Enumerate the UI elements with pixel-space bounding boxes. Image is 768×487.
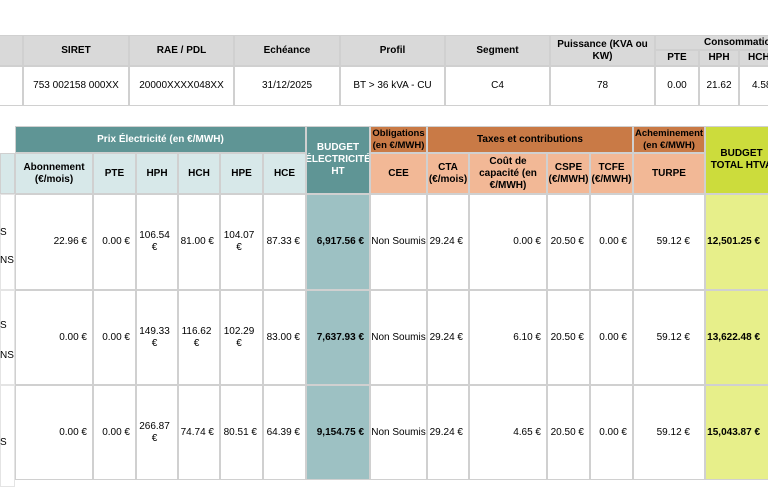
- left-fragment-label: NS: [0, 255, 14, 266]
- sub-header-cta: CTA (€/mois): [427, 153, 469, 194]
- header-pte: PTE: [655, 50, 699, 66]
- cell-budget-elec: 9,154.75 €: [306, 385, 370, 480]
- sub-header-capacite: Coût de capacité (en €/MWH): [469, 153, 547, 194]
- sub-header-pte: PTE: [93, 153, 136, 194]
- cell-hph: 266.87 €: [136, 385, 178, 480]
- row-fragment-cell: [0, 194, 15, 290]
- header-hch: HCH: [739, 50, 768, 66]
- sub-header-blank: [0, 153, 15, 194]
- group-header-budget-total: BUDGET TOTAL HTVA: [705, 126, 768, 194]
- group-header-obligations: Obligations (en €/MWH): [370, 126, 427, 153]
- left-fragment-label: S: [0, 227, 7, 238]
- header-puissance: Puissance (KVA ou KW): [550, 35, 655, 66]
- cell-pte: 0.00 €: [93, 385, 136, 480]
- cell-cta: 29.24 €: [427, 290, 469, 385]
- cell-hce: 64.39 €: [263, 385, 306, 480]
- sub-header-hch: HCH: [178, 153, 220, 194]
- cell-budget-total: 15,043.87 €: [705, 385, 768, 480]
- value-hph: 21.62: [699, 66, 739, 106]
- cell-budget-elec: 6,917.56 €: [306, 194, 370, 290]
- value-segment: C4: [445, 66, 550, 106]
- value-echeance: 31/12/2025: [234, 66, 340, 106]
- cell-budget-elec: 7,637.93 €: [306, 290, 370, 385]
- cell-hph: 106.54 €: [136, 194, 178, 290]
- cell-cta: 29.24 €: [427, 385, 469, 480]
- row-fragment-cell: [0, 385, 15, 487]
- cell-hpe: 80.51 €: [220, 385, 263, 480]
- cell-abonnement: 0.00 €: [15, 385, 93, 480]
- value-pte: 0.00: [655, 66, 699, 106]
- header-consommation: Consommation: [655, 35, 768, 50]
- cell-tcfe: 0.00 €: [590, 290, 633, 385]
- sub-header-abonnement: Abonnement (€/mois): [15, 153, 93, 194]
- cell-abonnement: 0.00 €: [15, 290, 93, 385]
- sub-header-hpe: HPE: [220, 153, 263, 194]
- sub-header-cee: CEE: [370, 153, 427, 194]
- value-siret: 753 002158 000XX: [23, 66, 129, 106]
- sub-header-tcfe: TCFE (€/MWH): [590, 153, 633, 194]
- cell-cspe: 20.50 €: [547, 194, 590, 290]
- cell-cspe: 20.50 €: [547, 290, 590, 385]
- row-fragment-cell: [0, 290, 15, 385]
- group-header-budget-elec: BUDGET ÉLECTRICITÉ HT: [306, 126, 370, 194]
- left-fragment-label: S: [0, 320, 7, 331]
- cell-cee: Non Soumis: [370, 194, 427, 290]
- header-rae-pdl: RAE / PDL: [129, 35, 234, 66]
- cell-hch: 81.00 €: [178, 194, 220, 290]
- cell-hph: 149.33 €: [136, 290, 178, 385]
- sub-header-turpe: TURPE: [633, 153, 705, 194]
- header-siret: SIRET: [23, 35, 129, 66]
- cell-hpe: 104.07 €: [220, 194, 263, 290]
- left-fragment-label: NS: [0, 350, 14, 361]
- cell-capacite: 6.10 €: [469, 290, 547, 385]
- header-profil: Profil: [340, 35, 445, 66]
- header-hph: HPH: [699, 50, 739, 66]
- cell-abonnement: 22.96 €: [15, 194, 93, 290]
- group-header-acheminement: Acheminement (en €/MWH): [633, 126, 705, 153]
- top-header-blank: [0, 35, 23, 66]
- cell-turpe: 59.12 €: [633, 290, 705, 385]
- value-rae-pdl: 20000XXXX048XX: [129, 66, 234, 106]
- cell-cta: 29.24 €: [427, 194, 469, 290]
- value-profil: BT > 36 kVA - CU: [340, 66, 445, 106]
- cell-pte: 0.00 €: [93, 194, 136, 290]
- cell-hch: 116.62 €: [178, 290, 220, 385]
- cell-turpe: 59.12 €: [633, 194, 705, 290]
- cell-hce: 83.00 €: [263, 290, 306, 385]
- cell-capacite: 0.00 €: [469, 194, 547, 290]
- header-echeance: Echéance: [234, 35, 340, 66]
- cell-budget-total: 12,501.25 €: [705, 194, 768, 290]
- cell-hpe: 102.29 €: [220, 290, 263, 385]
- group-header-taxes: Taxes et contributions: [427, 126, 633, 153]
- left-fragment-label: S: [0, 437, 7, 448]
- value-hch: 4.58: [739, 66, 768, 106]
- group-header-prix: Prix Électricité (en €/MWH): [15, 126, 306, 153]
- value-puissance: 78: [550, 66, 655, 106]
- cell-pte: 0.00 €: [93, 290, 136, 385]
- cell-hch: 74.74 €: [178, 385, 220, 480]
- header-segment: Segment: [445, 35, 550, 66]
- sub-header-cspe: CSPE (€/MWH): [547, 153, 590, 194]
- sub-header-hce: HCE: [263, 153, 306, 194]
- cell-budget-total: 13,622.48 €: [705, 290, 768, 385]
- cell-cspe: 20.50 €: [547, 385, 590, 480]
- top-row-blank: [0, 66, 23, 106]
- cell-tcfe: 0.00 €: [590, 194, 633, 290]
- cell-capacite: 4.65 €: [469, 385, 547, 480]
- cell-cee: Non Soumis: [370, 290, 427, 385]
- cell-turpe: 59.12 €: [633, 385, 705, 480]
- sub-header-hph: HPH: [136, 153, 178, 194]
- cell-tcfe: 0.00 €: [590, 385, 633, 480]
- cell-hce: 87.33 €: [263, 194, 306, 290]
- cell-cee: Non Soumis: [370, 385, 427, 480]
